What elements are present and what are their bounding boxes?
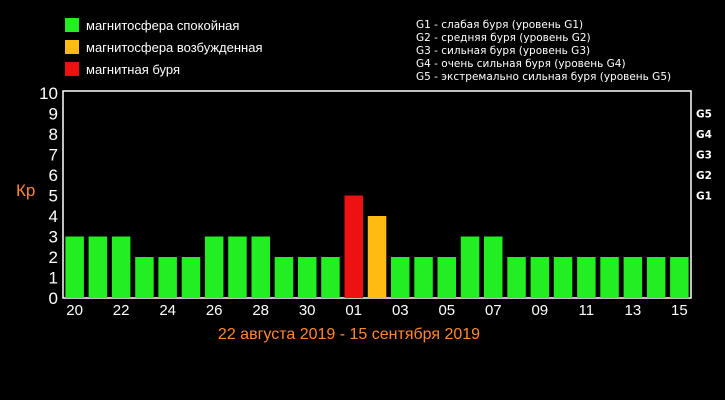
bar-26 [204, 236, 224, 298]
bar-09 [530, 257, 550, 298]
x-tick-label: 26 [206, 302, 223, 319]
storm-level-tick: G3 [696, 150, 712, 162]
storm-scale: G1 - слабая буря (уровень G1) G2 - средн… [416, 19, 671, 83]
bar-01 [344, 195, 363, 298]
x-tick-label: 24 [159, 302, 176, 319]
x-tick-label: 28 [252, 302, 269, 319]
bar-14 [646, 257, 666, 298]
x-tick-label: 30 [299, 302, 316, 319]
bar-05 [437, 257, 456, 298]
y-tick-label: 3 [49, 228, 58, 247]
bar-06 [460, 236, 480, 298]
storm-scale-g1: G1 - слабая буря (уровень G1) [416, 19, 583, 31]
storm-level-tick: G2 [696, 170, 712, 182]
y-tick-label: 0 [49, 289, 58, 308]
legend-label-storm: магнитная буря [86, 62, 180, 77]
legend-swatch-quiet [65, 18, 79, 32]
bar-31 [321, 257, 340, 298]
bar-27 [228, 236, 247, 298]
y-tick-label: 4 [49, 207, 58, 226]
bar-24 [158, 257, 177, 298]
bar-22 [111, 236, 131, 298]
bar-29 [274, 257, 294, 298]
x-tick-label: 13 [625, 302, 642, 319]
y-tick-label: 5 [49, 187, 58, 206]
y-tick-label: 8 [49, 125, 58, 144]
bar-13 [623, 257, 643, 298]
y-tick-label: 7 [49, 146, 58, 165]
y-tick-labels: 01 23 45 67 89 10 [39, 84, 58, 308]
y-tick-label: 10 [39, 84, 58, 103]
bar-08 [507, 257, 526, 298]
legend-label-active: магнитосфера возбужденная [86, 40, 263, 55]
y-tick-label: 9 [49, 105, 58, 124]
bar-12 [600, 257, 619, 298]
storm-scale-g3: G3 - сильная буря (уровень G3) [416, 45, 590, 57]
x-tick-labels: 20 22 24 26 28 30 01 03 05 07 09 11 13 15 [66, 302, 687, 319]
x-tick-label: 22 [113, 302, 130, 319]
legend: магнитосфера спокойная магнитосфера возб… [65, 18, 263, 77]
storm-level-tick: G4 [696, 129, 712, 141]
x-tick-label: 07 [485, 302, 502, 319]
x-tick-label: 01 [345, 302, 362, 319]
bar-30 [298, 257, 317, 298]
bar-03 [391, 257, 410, 298]
bar-02 [367, 216, 387, 298]
x-tick-label: 03 [392, 302, 409, 319]
storm-level-tick: G1 [696, 191, 712, 203]
bar-20 [65, 236, 84, 298]
legend-label-quiet: магнитосфера спокойная [86, 18, 239, 33]
x-tick-label: 15 [671, 302, 688, 319]
legend-swatch-storm [65, 62, 79, 76]
bar-07 [484, 236, 503, 298]
bar-10 [553, 257, 573, 298]
y-tick-label: 6 [49, 166, 58, 185]
bar-21 [88, 236, 108, 298]
x-axis-label: 22 августа 2019 - 15 сентября 2019 [218, 326, 480, 343]
storm-scale-g2: G2 - средняя буря (уровень G2) [416, 32, 591, 44]
y-tick-label: 1 [49, 269, 58, 288]
bar-15 [670, 257, 689, 298]
storm-scale-g5: G5 - экстремально сильная буря (уровень … [416, 71, 671, 83]
bar-series [65, 195, 689, 298]
y-axis-label: Кр [16, 181, 35, 200]
storm-scale-g4: G4 - очень сильная буря (уровень G4) [416, 58, 626, 70]
bar-28 [251, 236, 270, 298]
storm-level-ticks: G1 G2 G3 G4 G5 [696, 109, 712, 203]
x-tick-label: 09 [531, 302, 548, 319]
legend-swatch-active [65, 40, 79, 54]
bar-25 [181, 257, 201, 298]
bar-23 [135, 257, 154, 298]
bar-11 [577, 257, 596, 298]
storm-level-tick: G5 [696, 109, 712, 121]
x-tick-label: 20 [66, 302, 83, 319]
bar-04 [414, 257, 433, 298]
x-tick-label: 05 [438, 302, 455, 319]
y-tick-label: 2 [49, 248, 58, 267]
x-tick-label: 11 [579, 302, 595, 319]
